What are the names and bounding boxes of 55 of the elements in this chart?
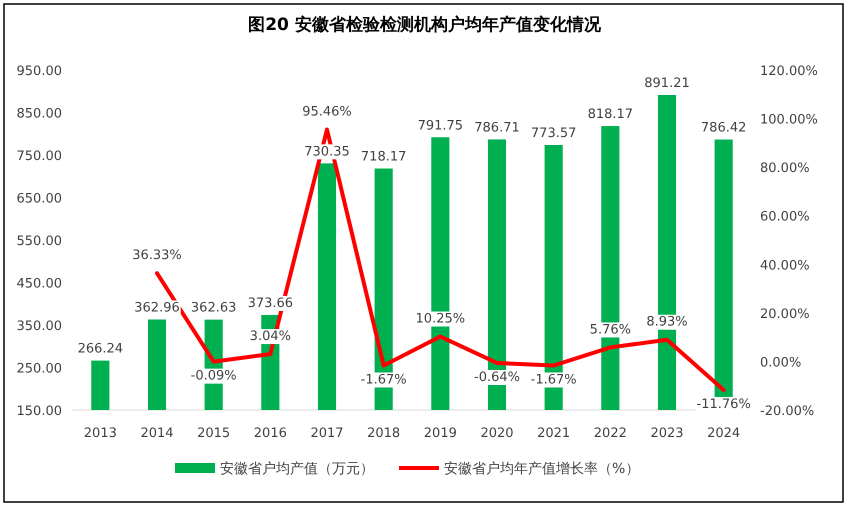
x-tick-label: 2023	[650, 426, 684, 441]
data-label: 791.75	[418, 118, 464, 134]
y-tick-label: 550.00	[16, 234, 62, 249]
data-label: 818.17	[588, 107, 634, 122]
x-tick-label: 2018	[367, 426, 400, 441]
x-tick-label: 2021	[537, 426, 570, 441]
y2-tick-label: 0.00%	[760, 355, 802, 370]
data-label: 773.57	[530, 126, 576, 141]
x-tick-label: 2019	[424, 426, 457, 441]
y-tick-label: 850.00	[16, 106, 62, 122]
y-tick-label: 250.00	[16, 362, 62, 376]
x-tick-label: 2020	[480, 426, 514, 441]
x-tick-label: 2015	[197, 426, 230, 441]
data-label: -0.64%	[474, 370, 520, 385]
x-tick-label: 2016	[254, 426, 287, 441]
data-label: 730.35	[304, 144, 350, 160]
x-tick-label: 2022	[594, 426, 627, 441]
data-label: 5.76%	[590, 322, 631, 338]
legend-label: 安徽省户均年产值增长率（%）	[444, 461, 640, 477]
legend-label: 安徽省户均产值（万元）	[220, 461, 374, 477]
data-label: 373.66	[248, 296, 294, 311]
x-tick-label: 2014	[140, 426, 174, 441]
data-label: -1.67%	[360, 372, 407, 388]
y2-tick-label: 60.00%	[760, 210, 810, 225]
data-label: 786.71	[474, 120, 520, 136]
data-label: -1.67%	[530, 372, 577, 388]
x-tick-label: 2024	[707, 426, 740, 441]
y-tick-label: 450.00	[16, 276, 62, 292]
x-tick-label: 2017	[310, 426, 344, 441]
chart-title: 图20 安徽省检验检测机构户均年产值变化情况	[248, 15, 602, 35]
y-tick-label: 950.00	[16, 64, 62, 79]
data-label: -11.76%	[696, 396, 751, 412]
data-label: 10.25%	[416, 312, 466, 327]
data-label: 36.33%	[132, 248, 182, 264]
data-label: -0.09%	[190, 368, 237, 384]
data-label: 718.17	[360, 150, 406, 165]
y-tick-label: 650.00	[16, 192, 62, 206]
y-tick-label: 750.00	[16, 149, 62, 164]
data-label: 95.46%	[302, 104, 352, 120]
data-label: 786.42	[700, 120, 746, 136]
y2-tick-label: 120.00%	[760, 64, 818, 79]
data-label: 891.21	[644, 76, 690, 91]
data-label: 362.96	[134, 300, 180, 316]
data-label: 362.63	[190, 300, 236, 316]
y2-tick-label: 20.00%	[760, 306, 810, 322]
y2-tick-label: 100.00%	[760, 112, 818, 128]
y2-tick-label: 40.00%	[760, 258, 810, 274]
y-tick-label: 150.00	[16, 404, 62, 419]
y2-tick-label: -20.00%	[760, 404, 814, 419]
y2-tick-label: 80.00%	[760, 161, 810, 176]
data-label: 266.24	[78, 342, 124, 357]
data-label: 8.93%	[646, 314, 688, 330]
x-tick-label: 2013	[84, 426, 117, 441]
data-label: 3.04%	[250, 329, 291, 344]
y-tick-label: 350.00	[16, 319, 62, 334]
